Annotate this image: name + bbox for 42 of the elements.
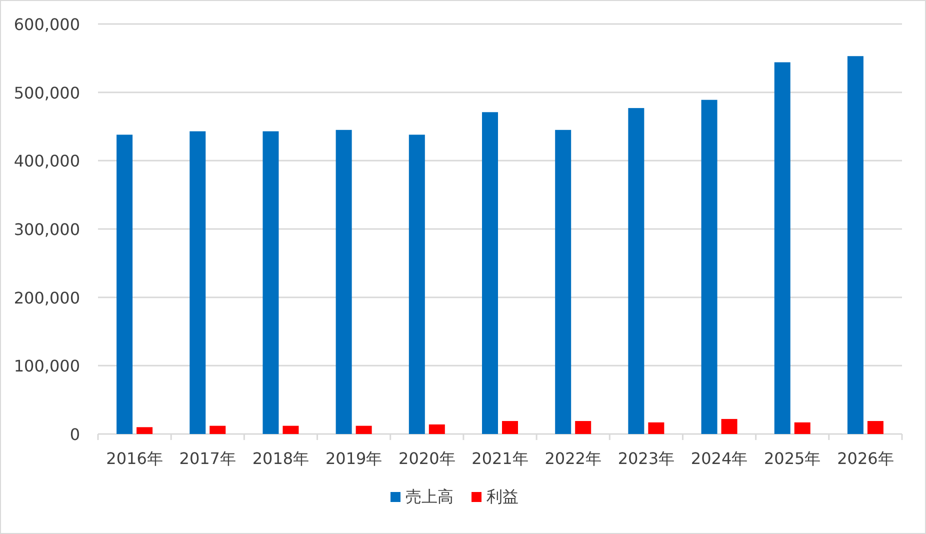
x-tick-label: 2017年 xyxy=(179,449,236,468)
x-tick-label: 2023年 xyxy=(618,449,675,468)
x-tick-label: 2021年 xyxy=(472,449,528,468)
bar xyxy=(721,418,738,434)
x-tick-label: 2016年 xyxy=(106,449,163,468)
x-tick-label: 2024年 xyxy=(690,449,748,468)
bar xyxy=(847,56,864,434)
bar xyxy=(555,130,572,434)
x-tick-label: 2022年 xyxy=(544,449,602,468)
bar xyxy=(116,134,133,434)
bar xyxy=(282,426,299,434)
x-tick-label: 2026年 xyxy=(837,449,894,468)
x-tick-label: 2018年 xyxy=(252,449,310,468)
bar xyxy=(428,424,445,434)
bar xyxy=(336,130,352,434)
y-tick-label: 500,000 xyxy=(14,83,80,102)
bar xyxy=(408,134,425,434)
y-tick-label: 0 xyxy=(70,425,80,444)
bar xyxy=(502,421,518,434)
bar xyxy=(701,100,718,434)
bar xyxy=(628,108,644,434)
bar xyxy=(794,422,810,434)
bar xyxy=(867,421,884,434)
bar xyxy=(262,131,279,434)
bar xyxy=(190,131,206,434)
legend-label: 利益 xyxy=(486,487,518,506)
bar xyxy=(648,422,664,434)
x-tick-label: 2020年 xyxy=(398,449,456,468)
y-tick-label: 200,000 xyxy=(14,288,80,308)
x-tick-label: 2025年 xyxy=(764,449,821,468)
bar xyxy=(482,112,498,434)
bar xyxy=(575,421,592,434)
bar xyxy=(356,426,372,434)
bar xyxy=(210,426,226,434)
y-tick-label: 600,000 xyxy=(14,15,80,34)
y-tick-label: 300,000 xyxy=(14,220,80,239)
bar xyxy=(136,427,153,434)
y-tick-label: 400,000 xyxy=(14,152,80,171)
legend-label: 売上高 xyxy=(406,487,454,506)
x-tick-label: 2019年 xyxy=(325,449,382,468)
bar xyxy=(774,62,790,434)
y-tick-label: 100,000 xyxy=(14,356,80,376)
